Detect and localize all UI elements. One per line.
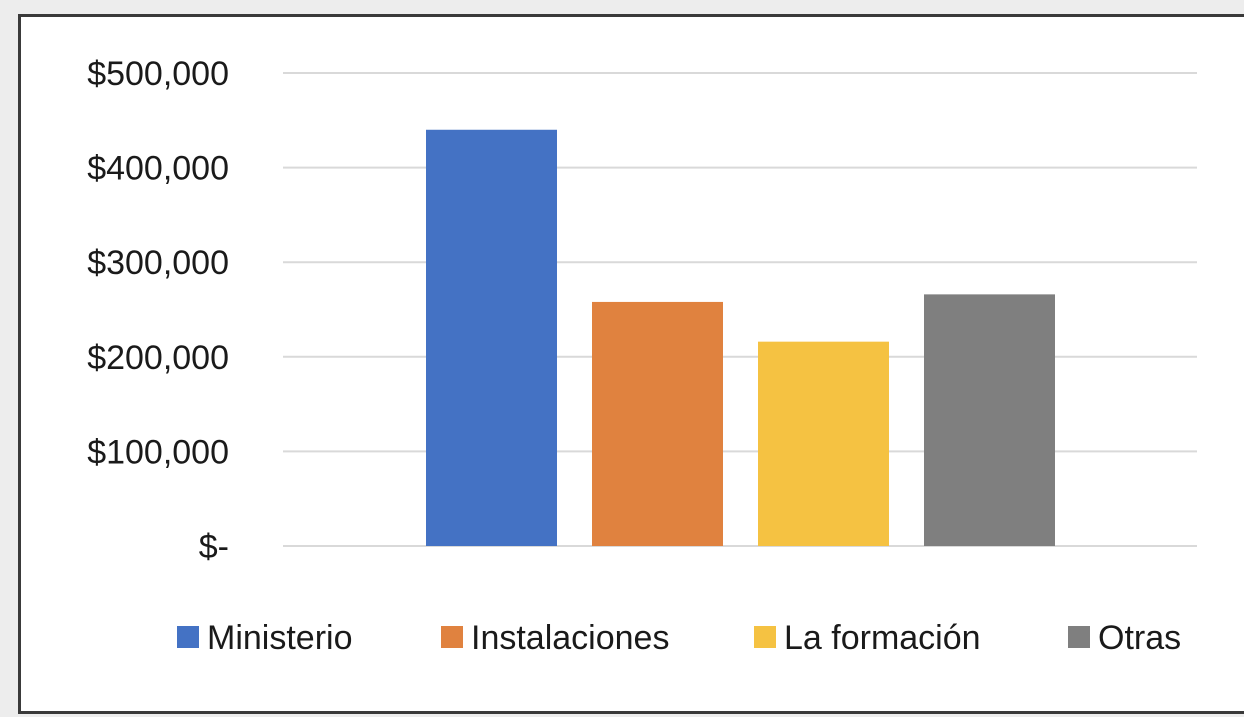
legend-label: Otras (1098, 619, 1181, 657)
y-tick-label: $- (199, 528, 229, 566)
bar-4 (924, 294, 1055, 546)
y-axis-tick-labels: $- $100,000 $200,000 $300,000 $400,000 $500,0… (87, 55, 229, 566)
legend-label: Ministerio (207, 619, 352, 657)
y-tick-label: $500,000 (87, 55, 229, 93)
legend-item: Instalaciones (441, 619, 669, 657)
bars (426, 129, 1055, 546)
legend-swatch (1068, 626, 1090, 648)
legend: Ministerio Instalaciones La formación Otras (177, 619, 1181, 657)
legend-item: Ministerio (177, 619, 352, 657)
legend-item: Otras (1068, 619, 1181, 657)
y-tick-label: $300,000 (87, 244, 229, 282)
legend-label: Instalaciones (471, 619, 669, 657)
bar-chart: $- $100,000 $200,000 $300,000 $400,000 $500,0… (87, 55, 1197, 657)
bar-2 (592, 301, 723, 546)
gridlines (283, 72, 1197, 547)
y-tick-label: $400,000 (87, 150, 229, 188)
bar-3 (758, 341, 889, 546)
chart-frame: $- $100,000 $200,000 $300,000 $400,000 $500,0… (18, 14, 1244, 714)
y-tick-label: $100,000 (87, 433, 229, 471)
bar-1 (426, 129, 557, 546)
y-tick-label: $200,000 (87, 339, 229, 377)
legend-swatch (177, 626, 199, 648)
legend-label: La formación (784, 619, 981, 657)
legend-item: La formación (754, 619, 981, 657)
legend-swatch (754, 626, 776, 648)
legend-swatch (441, 626, 463, 648)
